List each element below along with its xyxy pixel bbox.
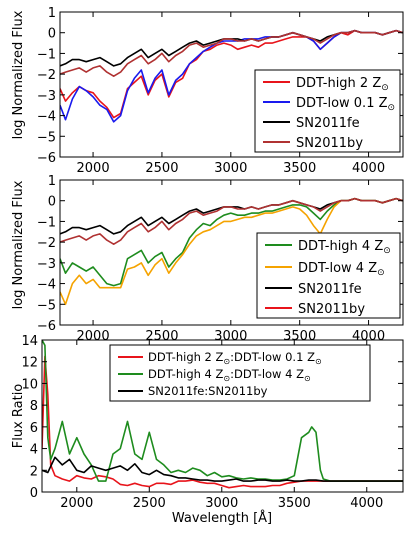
legend-text-sn2011by-2: SN2011by: [298, 302, 365, 317]
ytick-label: 2: [30, 464, 38, 479]
xtick-label: 3500: [278, 496, 311, 511]
ytick-label: 4: [30, 443, 38, 458]
ticks-top: 2000 2500 3000 3500 4000 1 0 −1 −2 −3 −4 −5 −6: [37, 6, 403, 176]
legend-box-middle: [256, 232, 401, 319]
ytick-label: −6: [37, 319, 56, 334]
ytick-label: 0: [48, 27, 56, 42]
xtick-label: 2000: [77, 161, 110, 176]
ylabel-middle: log Normalized Flux: [11, 180, 26, 309]
ytick-label: −1: [37, 215, 56, 230]
xtick-label: 4000: [350, 496, 383, 511]
legend-text-ddt-high-2: DDT-high 2 Z⊙: [296, 76, 389, 93]
ytick-label: 12: [21, 356, 38, 371]
frame-middle: [59, 179, 404, 326]
ytick-label: −3: [37, 257, 56, 272]
xtick-label: 2500: [145, 161, 178, 176]
series-line-2-2: [42, 456, 403, 482]
xtick-label: 4000: [352, 329, 385, 344]
legend-text-ddt-low-4: DDT-low 4 Z⊙: [298, 261, 385, 278]
xtick-label: 3000: [205, 496, 238, 511]
ytick-label: 0: [48, 195, 56, 210]
ytick-label: 10: [21, 377, 38, 392]
ytick-label: −5: [37, 130, 56, 145]
xtick-label: 2000: [77, 329, 110, 344]
xtick-label: 2500: [145, 329, 178, 344]
ytick-label: −2: [37, 236, 56, 251]
legend-text-ratio-1: DDT-high 2 Z⊙:DDT-low 0.1 Z⊙: [148, 350, 322, 366]
legend-box-bottom: [109, 344, 371, 402]
ytick-label: 6: [30, 421, 38, 436]
plot-area-middle: [60, 197, 403, 306]
series-line-1-2: [60, 197, 403, 235]
xtick-label: 2500: [133, 496, 166, 511]
ytick-label: 8: [30, 399, 38, 414]
legend-bottom: DDT-high 2 Z⊙:DDT-low 0.1 Z⊙ DDT-high 4 …: [109, 344, 371, 402]
legend-text-ddt-high-4: DDT-high 4 Z⊙: [298, 239, 391, 256]
ytick-label: −2: [37, 68, 56, 83]
ylabel-top: log Normalized Flux: [11, 10, 26, 139]
legend-text-sn2011by: SN2011by: [296, 136, 363, 151]
plot-area-bottom: [42, 340, 403, 489]
xtick-label: 2000: [60, 496, 93, 511]
xlabel-bottom: Wavelength [Å]: [172, 510, 272, 526]
legend-text-ddt-low-01: DDT-low 0.1 Z⊙: [296, 96, 395, 113]
legend-box-top: [254, 69, 401, 153]
frame-top: [59, 11, 404, 158]
legend-text-sn2011fe: SN2011fe: [296, 116, 360, 131]
series-line-0-2: [60, 29, 403, 67]
frame-bottom: [41, 339, 404, 493]
series-line-1-3: [60, 197, 403, 245]
legend-text-ratio-2: DDT-high 4 Z⊙:DDT-low 4 Z⊙: [148, 367, 311, 383]
xtick-label: 3000: [214, 329, 247, 344]
legend-text-ratio-3: SN2011fe:SN2011by: [148, 384, 268, 398]
xtick-label: 3500: [283, 161, 316, 176]
ticks-bottom: 2000 2500 3000 3500 4000 14 12 10 8 6 4 2 0: [21, 334, 403, 511]
ytick-label: −6: [37, 151, 56, 166]
panel-bottom: Flux Ratio 2000 2500 3000 3500 4000 14 12 10 8 6 4…: [11, 334, 404, 526]
legend-top: DDT-high 2 Z⊙ DDT-low 0.1 Z⊙ SN2011fe SN…: [254, 69, 401, 153]
ytick-label: −5: [37, 298, 56, 313]
series-line-0-3: [60, 29, 403, 77]
ytick-label: −3: [37, 89, 56, 104]
ytick-label: 0: [30, 486, 38, 501]
panel-top: log Normalized Flux 2000 2500 3000 3500 4000…: [11, 6, 404, 176]
legend-middle: DDT-high 4 Z⊙ DDT-low 4 Z⊙ SN2011fe SN20…: [256, 232, 401, 319]
plot-area-top: [60, 29, 403, 123]
ytick-label: −1: [37, 47, 56, 62]
legend-text-sn2011fe-2: SN2011fe: [298, 282, 362, 297]
ytick-label: 14: [21, 334, 38, 349]
xtick-label: 3500: [283, 329, 316, 344]
xtick-label: 3000: [214, 161, 247, 176]
ytick-label: 1: [48, 6, 56, 21]
series-line-0-0: [60, 29, 403, 119]
ytick-label: −4: [37, 278, 56, 293]
ylabel-bottom: Flux Ratio: [11, 384, 26, 449]
ytick-label: 1: [48, 174, 56, 189]
xtick-label: 4000: [352, 161, 385, 176]
ytick-label: −4: [37, 110, 56, 125]
panel-middle: log Normalized Flux 2000 2500 3000 3500 4000…: [11, 174, 404, 344]
